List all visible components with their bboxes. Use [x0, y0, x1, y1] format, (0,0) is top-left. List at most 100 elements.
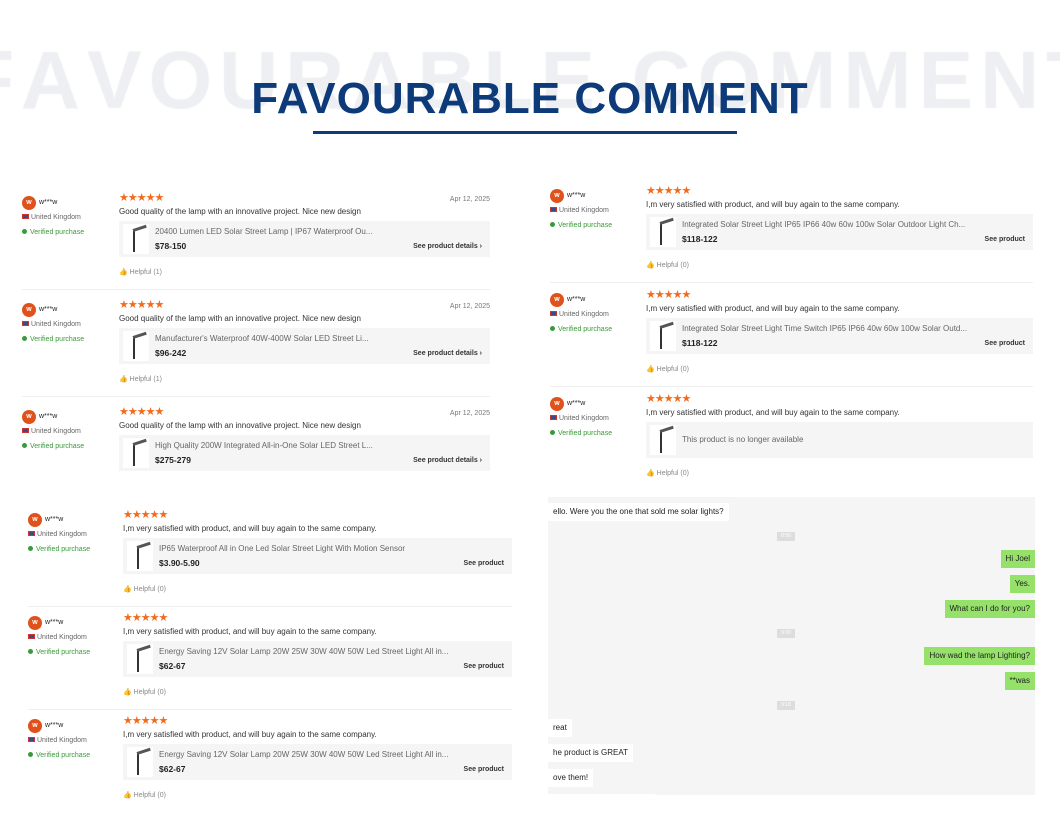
- see-product-details-link[interactable]: See product: [463, 663, 504, 670]
- received-message: ove them!: [548, 769, 594, 787]
- country: United Kingdom: [550, 311, 609, 318]
- lamp-head: [659, 321, 674, 329]
- product-thumbnail: [127, 644, 153, 674]
- review-comment: I,m very satisfied with product, and wil…: [123, 627, 377, 636]
- divider: [22, 396, 490, 397]
- username: w***w: [39, 306, 58, 313]
- review-comment: I,m very satisfied with product, and wil…: [646, 200, 900, 209]
- product-name[interactable]: Integrated Solar Street Light Time Switc…: [682, 324, 968, 333]
- verified-badge: Verified purchase: [550, 222, 612, 229]
- product-name[interactable]: This product is no longer available: [682, 435, 804, 444]
- product-name[interactable]: Integrated Solar Street Light IP65 IP66 …: [682, 220, 966, 229]
- see-product-details-link[interactable]: See product details ›: [413, 350, 482, 357]
- received-message: he product is GREAT: [548, 744, 633, 762]
- see-product-details-link[interactable]: See product details ›: [413, 457, 482, 464]
- helpful-button[interactable]: 👍 Helpful (1): [119, 376, 162, 383]
- product-name[interactable]: Manufacturer's Waterproof 40W-400W Solar…: [155, 334, 369, 343]
- avatar: w: [28, 719, 42, 733]
- product-card[interactable]: High Quality 200W Integrated All-in-One …: [119, 435, 490, 471]
- avatar: w: [550, 397, 564, 411]
- review-card: w w***w United Kingdom Verified purchase ★★★…: [22, 297, 490, 397]
- country: United Kingdom: [550, 415, 609, 422]
- product-name[interactable]: Energy Saving 12V Solar Lamp 20W 25W 30W…: [159, 647, 449, 656]
- divider: [22, 289, 490, 290]
- product-price: $118-122: [682, 234, 718, 244]
- check-icon: [22, 336, 27, 341]
- product-name[interactable]: Energy Saving 12V Solar Lamp 20W 25W 30W…: [159, 750, 449, 759]
- verified-label: Verified purchase: [30, 443, 85, 450]
- see-product-details-link[interactable]: See product: [463, 766, 504, 773]
- product-thumbnail: [127, 747, 153, 777]
- username: w***w: [567, 400, 586, 407]
- sent-message: Hi Joel: [1000, 550, 1035, 568]
- star-rating: ★★★★★: [123, 612, 168, 624]
- product-name[interactable]: High Quality 200W Integrated All-in-One …: [155, 441, 373, 450]
- star-rating: ★★★★★: [119, 406, 164, 418]
- lamp-pole: [133, 444, 135, 466]
- helpful-button[interactable]: 👍 Helpful (0): [123, 792, 166, 799]
- review-card: w w***w United Kingdom Verified purchase ★★★…: [22, 190, 490, 290]
- helpful-button[interactable]: 👍 Helpful (0): [646, 470, 689, 477]
- product-card[interactable]: Energy Saving 12V Solar Lamp 20W 25W 30W…: [123, 744, 512, 780]
- product-price: $275-279: [155, 455, 191, 465]
- country: United Kingdom: [28, 737, 87, 744]
- product-name[interactable]: 20400 Lumen LED Solar Street Lamp | IP67…: [155, 227, 373, 236]
- product-card[interactable]: Manufacturer's Waterproof 40W-400W Solar…: [119, 328, 490, 364]
- username: w***w: [567, 192, 586, 199]
- chat-timestamp: 8:56: [777, 532, 795, 541]
- review-card: w w***w United Kingdom Verified purchase ★★★…: [28, 713, 512, 813]
- lamp-head: [136, 644, 151, 652]
- see-product-details-link[interactable]: See product: [984, 340, 1025, 347]
- verified-label: Verified purchase: [558, 326, 613, 333]
- verified-label: Verified purchase: [36, 649, 91, 656]
- review-card: w w***w United Kingdom Verified purchase ★★★…: [28, 507, 512, 607]
- check-icon: [28, 752, 33, 757]
- avatar: w: [22, 303, 36, 317]
- check-icon: [550, 222, 555, 227]
- review-comment: I,m very satisfied with product, and wil…: [123, 730, 377, 739]
- country-label: United Kingdom: [37, 737, 87, 744]
- product-card[interactable]: IP65 Waterproof All in One Led Solar Str…: [123, 538, 512, 574]
- product-name[interactable]: IP65 Waterproof All in One Led Solar Str…: [159, 544, 406, 553]
- sent-message: What can I do for you?: [944, 600, 1035, 618]
- verified-badge: Verified purchase: [28, 649, 90, 656]
- review-date: Apr 12, 2025: [449, 410, 490, 417]
- verified-badge: Verified purchase: [550, 326, 612, 333]
- check-icon: [550, 430, 555, 435]
- sent-message: How wad the lamp Lighting?: [924, 647, 1035, 665]
- watermark-graphic: [0, 0, 1060, 130]
- avatar: w: [22, 196, 36, 210]
- review-card: w w***w United Kingdom Verified purchase ★★★…: [550, 183, 1033, 283]
- star-rating: ★★★★★: [119, 192, 164, 204]
- product-card[interactable]: Energy Saving 12V Solar Lamp 20W 25W 30W…: [123, 641, 512, 677]
- see-product-details-link[interactable]: See product: [984, 236, 1025, 243]
- uk-flag-icon: [550, 207, 557, 212]
- product-card[interactable]: 20400 Lumen LED Solar Street Lamp | IP67…: [119, 221, 490, 257]
- uk-flag-icon: [28, 634, 35, 639]
- product-card[interactable]: Integrated Solar Street Light Time Switc…: [646, 318, 1033, 354]
- lamp-head: [659, 425, 674, 433]
- uk-flag-icon: [550, 311, 557, 316]
- country-label: United Kingdom: [559, 415, 609, 422]
- divider: [28, 606, 512, 607]
- product-card[interactable]: Integrated Solar Street Light IP65 IP66 …: [646, 214, 1033, 250]
- see-product-details-link[interactable]: See product details ›: [413, 243, 482, 250]
- username: w***w: [45, 619, 64, 626]
- divider: [28, 709, 512, 710]
- product-card[interactable]: This product is no longer available: [646, 422, 1033, 458]
- review-comment: Good quality of the lamp with an innovat…: [119, 207, 361, 216]
- verified-label: Verified purchase: [36, 546, 91, 553]
- helpful-button[interactable]: 👍 Helpful (0): [646, 366, 689, 373]
- lamp-pole: [137, 547, 139, 569]
- chat-panel: ello. Were you the one that sold me sola…: [548, 497, 1035, 795]
- helpful-button[interactable]: 👍 Helpful (1): [119, 269, 162, 276]
- review-comment: I,m very satisfied with product, and wil…: [646, 304, 900, 313]
- helpful-button[interactable]: 👍 Helpful (0): [123, 689, 166, 696]
- helpful-button[interactable]: 👍 Helpful (0): [123, 586, 166, 593]
- helpful-button[interactable]: 👍 Helpful (0): [646, 262, 689, 269]
- review-comment: I,m very satisfied with product, and wil…: [123, 524, 377, 533]
- star-rating: ★★★★★: [646, 393, 691, 405]
- star-rating: ★★★★★: [646, 185, 691, 197]
- see-product-details-link[interactable]: See product: [463, 560, 504, 567]
- username: w***w: [45, 516, 64, 523]
